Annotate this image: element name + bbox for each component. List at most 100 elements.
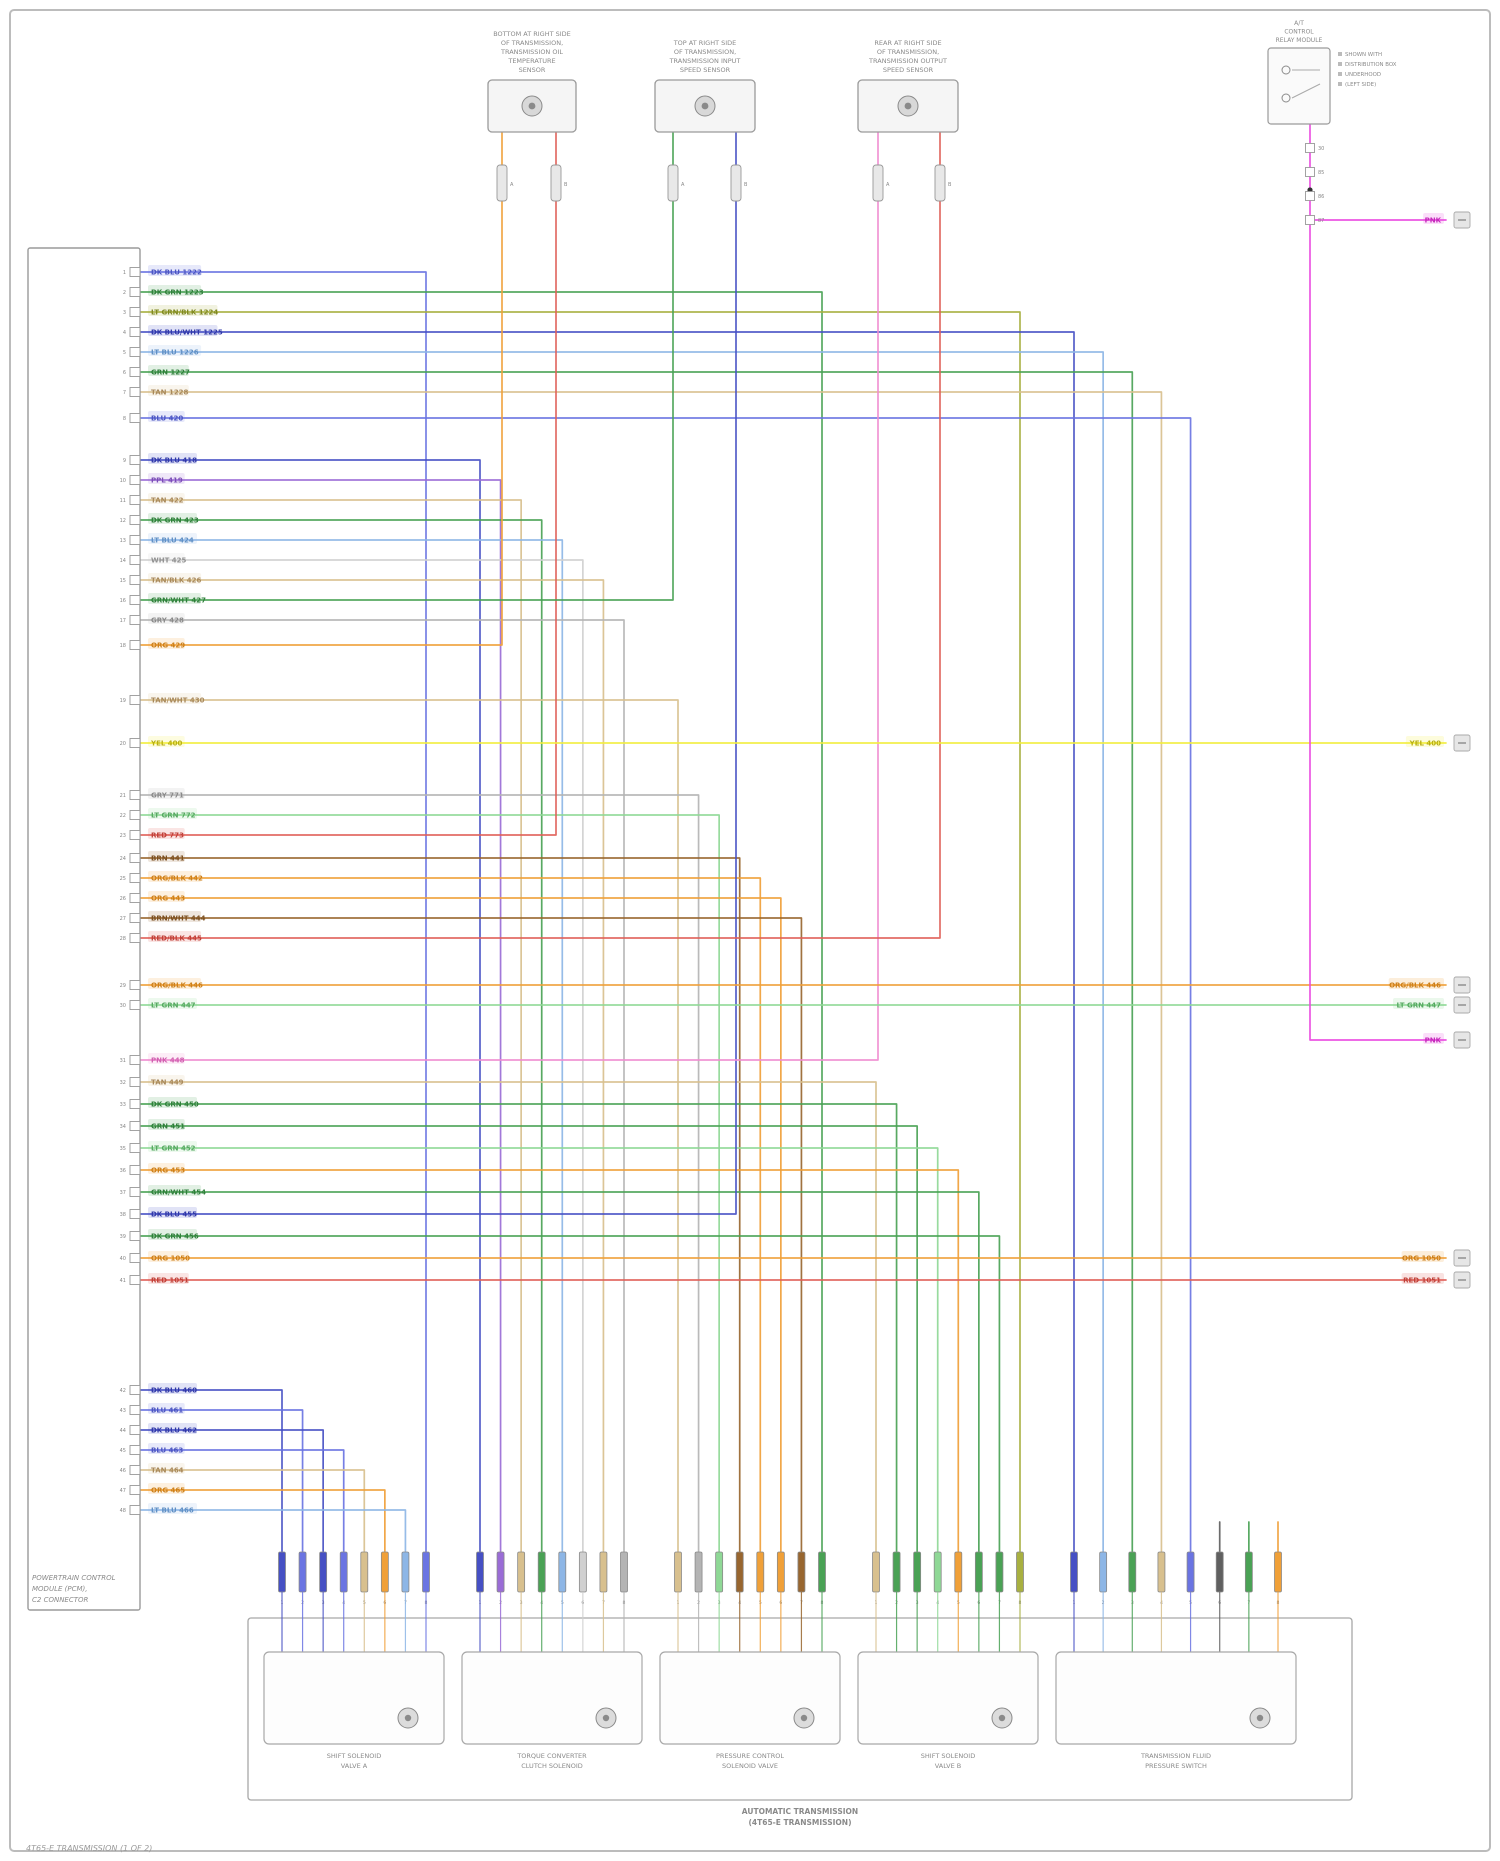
wire-label-strip <box>148 851 185 862</box>
wire-label-strip <box>148 1403 185 1414</box>
wire-tan <box>139 1081 877 1553</box>
wire-ltblu <box>139 1509 407 1553</box>
relay-terminal-pin <box>1305 191 1315 201</box>
wire-label: DK BLU 460 <box>151 1387 197 1395</box>
terminal <box>620 1551 628 1593</box>
terminal <box>1274 1551 1282 1593</box>
wire-label: LT BLU 424 <box>151 537 194 545</box>
wire-label-strip <box>148 736 185 747</box>
wire-label: RED 1051 <box>151 1277 189 1285</box>
wire-label: ORG 465 <box>151 1487 185 1495</box>
wire-label-strip <box>148 385 189 396</box>
wire-label: TAN 464 <box>151 1467 184 1475</box>
wire-tan <box>139 579 605 1553</box>
right-edge-label: LT GRN 447 <box>1396 1002 1441 1010</box>
terminal <box>1157 1551 1166 1593</box>
wire-label-strip <box>148 453 197 464</box>
module-pin <box>129 1121 141 1131</box>
inline-connector-terminal: B <box>744 182 748 188</box>
module-pin-number: 22 <box>120 813 126 819</box>
wire-grn <box>139 291 823 1553</box>
terminal <box>776 1551 785 1593</box>
module-pin <box>129 1465 141 1475</box>
wire-label: GRY 771 <box>151 792 184 800</box>
terminal <box>1070 1551 1078 1593</box>
wire-label-strip <box>148 1483 185 1494</box>
wire-label: DK GRN 1223 <box>151 289 204 297</box>
wire-gry <box>139 794 700 1553</box>
wire-label: DK BLU/WHT 1225 <box>151 329 223 337</box>
wire-label: GRY 428 <box>151 617 184 625</box>
relay-coil-icon <box>1281 65 1291 75</box>
module-pin-number: 7 <box>123 390 126 396</box>
terminal <box>797 1551 806 1593</box>
wire-label: GRN 1227 <box>151 369 190 377</box>
wire-label-strip <box>148 1053 185 1064</box>
wire-tan <box>139 1469 366 1553</box>
module-pin <box>129 1275 141 1285</box>
relay-label: RELAY MODULE <box>1276 37 1323 44</box>
terminal <box>756 1551 765 1593</box>
module-pin-number: 40 <box>120 1256 126 1262</box>
wire-label: LT GRN 452 <box>151 1145 196 1153</box>
wire-label: TAN 1228 <box>151 389 189 397</box>
wire-label-strip <box>148 1185 202 1196</box>
wire-label-strip <box>148 891 185 902</box>
module-pin-number: 15 <box>120 578 126 584</box>
module-pin-number: 37 <box>120 1190 126 1196</box>
wire-label-strip <box>148 1119 185 1130</box>
module-pin <box>129 455 141 465</box>
wire-blu <box>139 1409 304 1553</box>
wire-label-strip <box>148 931 202 942</box>
wire-pnk <box>139 131 879 1061</box>
module-pin <box>129 1077 141 1087</box>
control-module-label: POWERTRAIN CONTROL <box>32 1574 116 1582</box>
relay-terminal-number: 30 <box>1318 146 1324 152</box>
wire-label: GRN/WHT 454 <box>151 1189 206 1197</box>
terminal <box>892 1551 901 1593</box>
terminal <box>422 1551 430 1593</box>
top-component-label: TOP AT RIGHT SIDE <box>673 39 737 47</box>
terminal <box>735 1551 744 1593</box>
wire-label: BRN 441 <box>151 855 185 863</box>
module-pin-number: 11 <box>120 498 126 504</box>
wire-dkblu <box>139 131 737 1215</box>
wire-label-strip <box>148 871 202 882</box>
relay-terminal-pin <box>1305 167 1315 177</box>
relay-contact-icon <box>1281 93 1291 103</box>
wire-org <box>139 131 503 646</box>
module-pin-number: 26 <box>120 896 126 902</box>
module-pin-number: 43 <box>120 1408 126 1414</box>
relay-legend-line: (LEFT SIDE) <box>1345 82 1376 88</box>
module-pin <box>129 1445 141 1455</box>
right-edge-label: ORG/BLK 446 <box>1389 982 1441 990</box>
module-pin-number: 31 <box>120 1058 126 1064</box>
module-pin-number: 1 <box>123 270 126 276</box>
inline-connector-terminal: B <box>564 182 568 188</box>
wire-dkblu <box>139 331 1075 1553</box>
module-pin-number: 16 <box>120 598 126 604</box>
module-pin-number: 17 <box>120 618 126 624</box>
relay-terminal-number: 85 <box>1318 170 1324 176</box>
assembly-caption: (4T65-E TRANSMISSION) <box>748 1818 851 1827</box>
wire-grn <box>139 131 674 601</box>
wire-label-strip <box>148 345 202 356</box>
module-pin-number: 19 <box>120 698 126 704</box>
top-component-label: TRANSMISSION OUTPUT <box>868 57 947 65</box>
module-pin <box>129 387 141 397</box>
wire-label: ORG/BLK 442 <box>151 875 203 883</box>
module-pin-number: 4 <box>123 330 126 336</box>
terminal <box>298 1551 307 1593</box>
wire-grn <box>139 1235 1001 1553</box>
module-pin-number: 32 <box>120 1080 126 1086</box>
module-pin <box>129 873 141 883</box>
module-pin <box>129 830 141 840</box>
module-pin <box>129 1505 141 1515</box>
control-module <box>27 247 141 1611</box>
terminal <box>974 1551 983 1593</box>
relay-terminal-pin <box>1305 143 1315 153</box>
module-pin <box>129 853 141 863</box>
top-component-label: SPEED SENSOR <box>680 66 731 74</box>
module-pin-number: 23 <box>120 833 126 839</box>
module-pin-number: 8 <box>123 416 126 422</box>
